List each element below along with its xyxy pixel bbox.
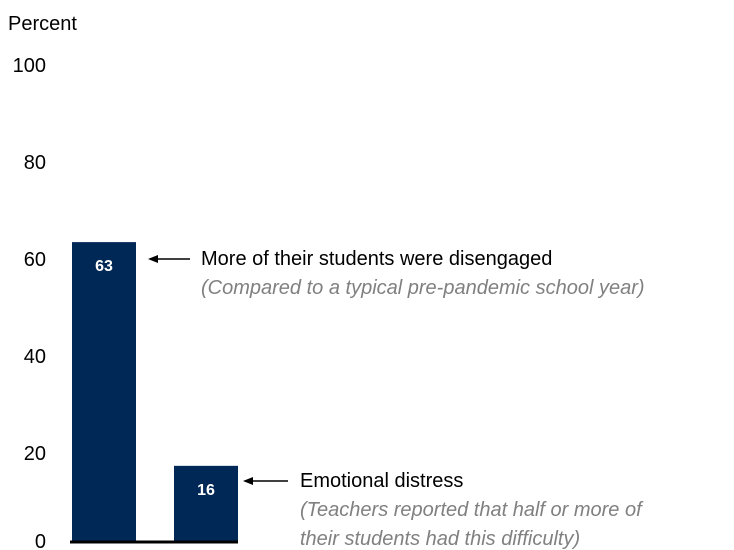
arrowhead-emotional-distress-icon bbox=[243, 477, 253, 485]
annotation-subtitle-emotional-distress-line-1: (Teachers reported that half or more of bbox=[300, 499, 644, 521]
y-tick-label-80: 80 bbox=[24, 152, 46, 174]
y-tick-label-0: 0 bbox=[35, 531, 46, 550]
bar-disengaged bbox=[72, 242, 136, 542]
annotation-subtitle-disengaged: (Compared to a typical pre-pandemic scho… bbox=[201, 277, 645, 299]
y-tick-label-40: 40 bbox=[24, 346, 46, 368]
y-tick-label-60: 60 bbox=[24, 249, 46, 271]
bars: 63 16 bbox=[72, 242, 238, 542]
y-tick-label-20: 20 bbox=[24, 443, 46, 465]
annotation-disengaged: More of their students were disengaged (… bbox=[148, 248, 645, 299]
annotation-emotional-distress: Emotional distress (Teachers reported th… bbox=[243, 470, 644, 550]
y-tick-label-100: 100 bbox=[13, 55, 46, 77]
arrowhead-disengaged-icon bbox=[148, 255, 158, 263]
annotation-subtitle-emotional-distress-line-2: their students had this difficulty) bbox=[300, 528, 580, 550]
bar-emotional-distress bbox=[174, 465, 238, 542]
bar-value-label: 63 bbox=[95, 258, 113, 275]
annotation-title-emotional-distress: Emotional distress bbox=[300, 470, 463, 492]
y-tick-labels: 0 20 40 60 80 100 bbox=[13, 55, 46, 550]
bar-value-label: 16 bbox=[197, 482, 215, 499]
y-axis-label: Percent bbox=[8, 13, 77, 35]
annotation-title-disengaged: More of their students were disengaged bbox=[201, 248, 552, 270]
